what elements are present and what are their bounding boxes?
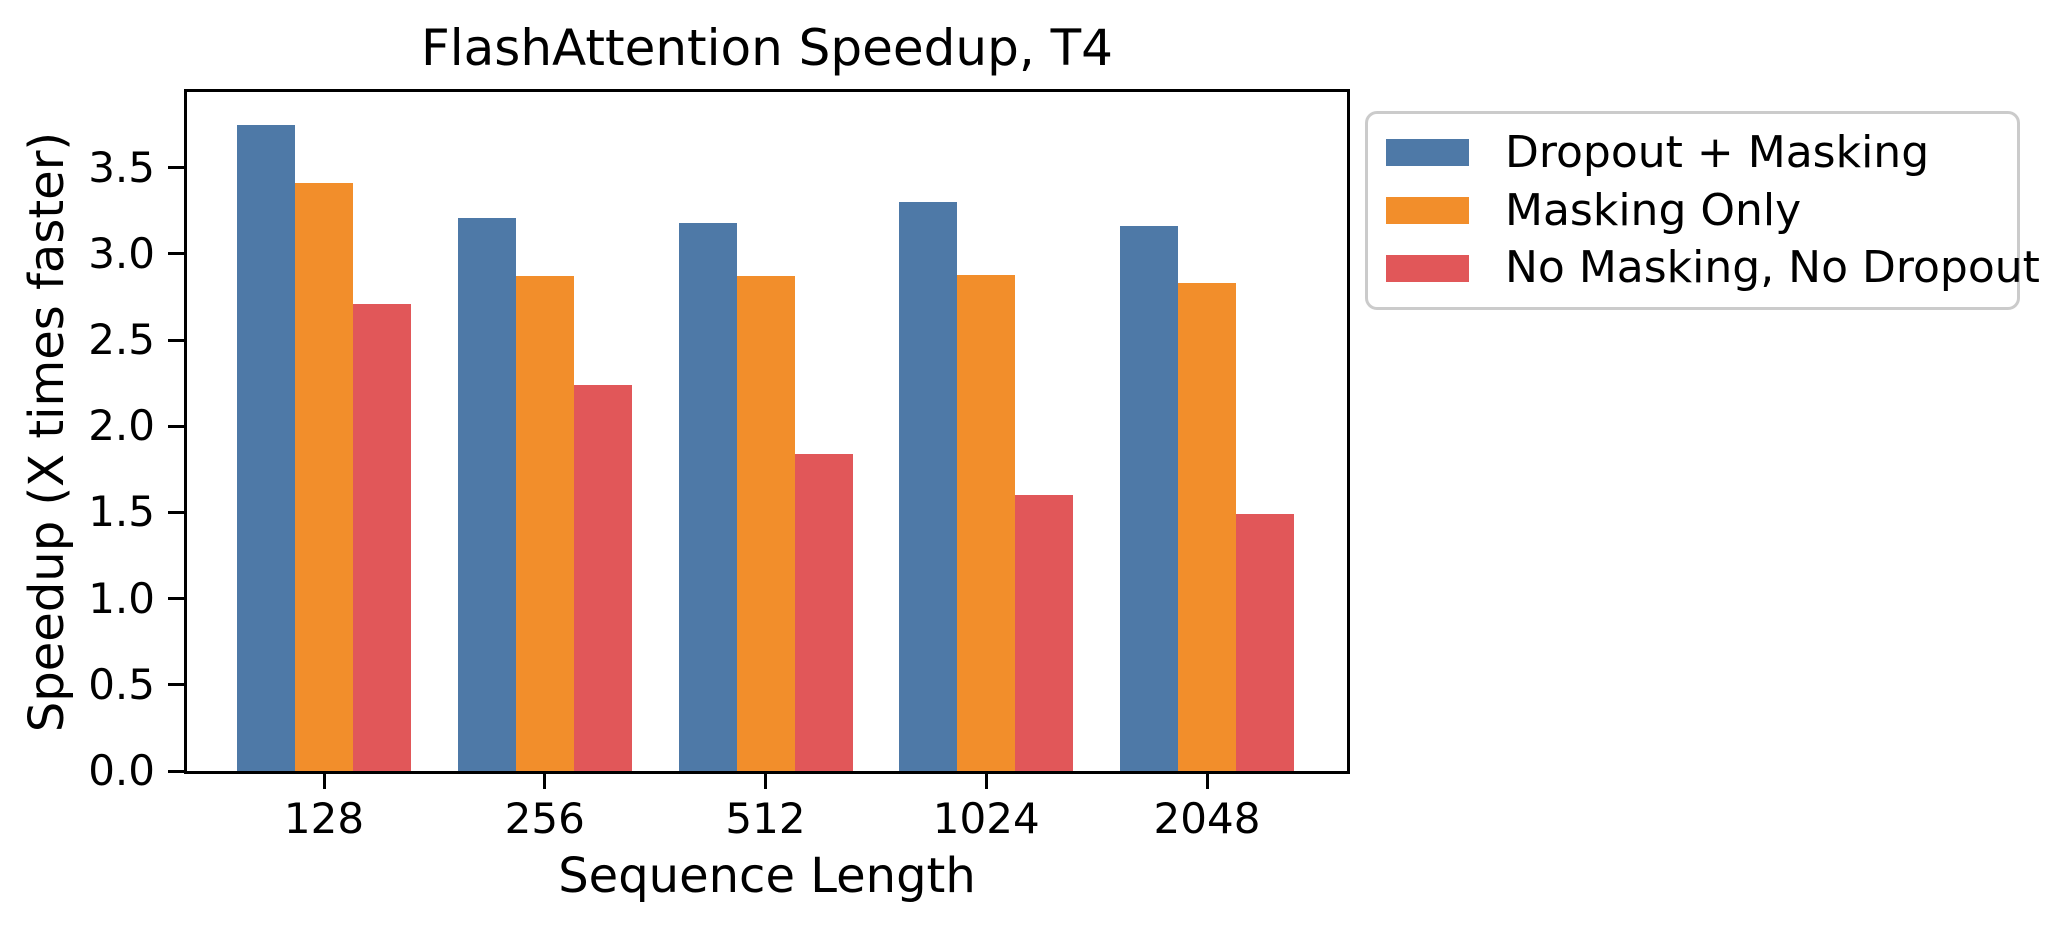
x-axis-label: Sequence Length <box>558 848 976 904</box>
bar-1024-series-1 <box>957 274 1016 771</box>
y-tick-label: 0.5 <box>88 659 155 709</box>
bar-1024-series-2 <box>1015 495 1074 771</box>
legend-label: No Masking, No Dropout <box>1505 242 2040 294</box>
y-tick-label: 1.0 <box>88 573 155 623</box>
bar-128-series-1 <box>295 183 353 771</box>
y-tick-mark <box>168 597 184 601</box>
x-tick-mark <box>984 774 988 789</box>
legend-item-1: Masking Only <box>1368 184 2017 236</box>
x-tick-mark <box>764 774 767 789</box>
bar-1024-series-0 <box>899 202 958 771</box>
y-tick-mark <box>168 683 184 687</box>
x-tick-label: 512 <box>725 794 806 843</box>
y-tick-mark <box>168 252 184 256</box>
legend-swatch-icon <box>1386 197 1469 224</box>
legend-swatch-icon <box>1386 139 1469 167</box>
legend-label: Dropout + Masking <box>1505 126 1930 178</box>
bar-128-series-0 <box>237 124 295 771</box>
x-tick-mark <box>322 774 326 789</box>
x-tick-label: 256 <box>504 794 585 843</box>
bar-512-series-1 <box>736 276 795 771</box>
x-tick-label: 128 <box>283 794 365 843</box>
bar-256-series-0 <box>457 217 516 771</box>
bar-512-series-0 <box>678 222 737 771</box>
legend: Dropout + Masking Masking Only No Masking,… <box>1365 111 2040 310</box>
y-tick-label: 2.5 <box>88 315 155 365</box>
bar-256-series-2 <box>573 384 632 771</box>
chart-title: FlashAttention Speedup, T4 <box>421 19 1113 77</box>
y-tick-mark <box>168 510 184 514</box>
bar-512-series-2 <box>794 453 853 771</box>
legend-item-0: Dropout + Masking <box>1368 126 2017 178</box>
plot-area <box>184 89 1350 774</box>
y-tick-label: 0.0 <box>88 746 155 795</box>
y-tick-label: 3.0 <box>88 228 155 278</box>
x-tick-mark <box>1205 774 1209 789</box>
bar-2048-series-2 <box>1236 514 1294 771</box>
y-tick-mark <box>168 338 184 342</box>
bar-2048-series-0 <box>1120 226 1178 771</box>
y-tick-label: 2.0 <box>88 401 155 451</box>
bar-128-series-2 <box>353 303 411 771</box>
legend-swatch-icon <box>1386 254 1469 282</box>
legend-item-2: No Masking, No Dropout <box>1368 243 2040 293</box>
y-tick-mark <box>168 166 184 170</box>
x-tick-label: 1024 <box>932 794 1040 843</box>
y-tick-mark <box>168 424 184 428</box>
x-tick-label: 2048 <box>1153 794 1261 843</box>
legend-label: Masking Only <box>1505 184 1802 236</box>
y-tick-label: 1.5 <box>88 487 155 537</box>
x-tick-mark <box>543 774 547 789</box>
y-tick-label: 3.5 <box>88 142 155 192</box>
bar-256-series-1 <box>515 276 574 771</box>
bar-2048-series-1 <box>1178 283 1236 771</box>
y-tick-mark <box>168 769 184 773</box>
